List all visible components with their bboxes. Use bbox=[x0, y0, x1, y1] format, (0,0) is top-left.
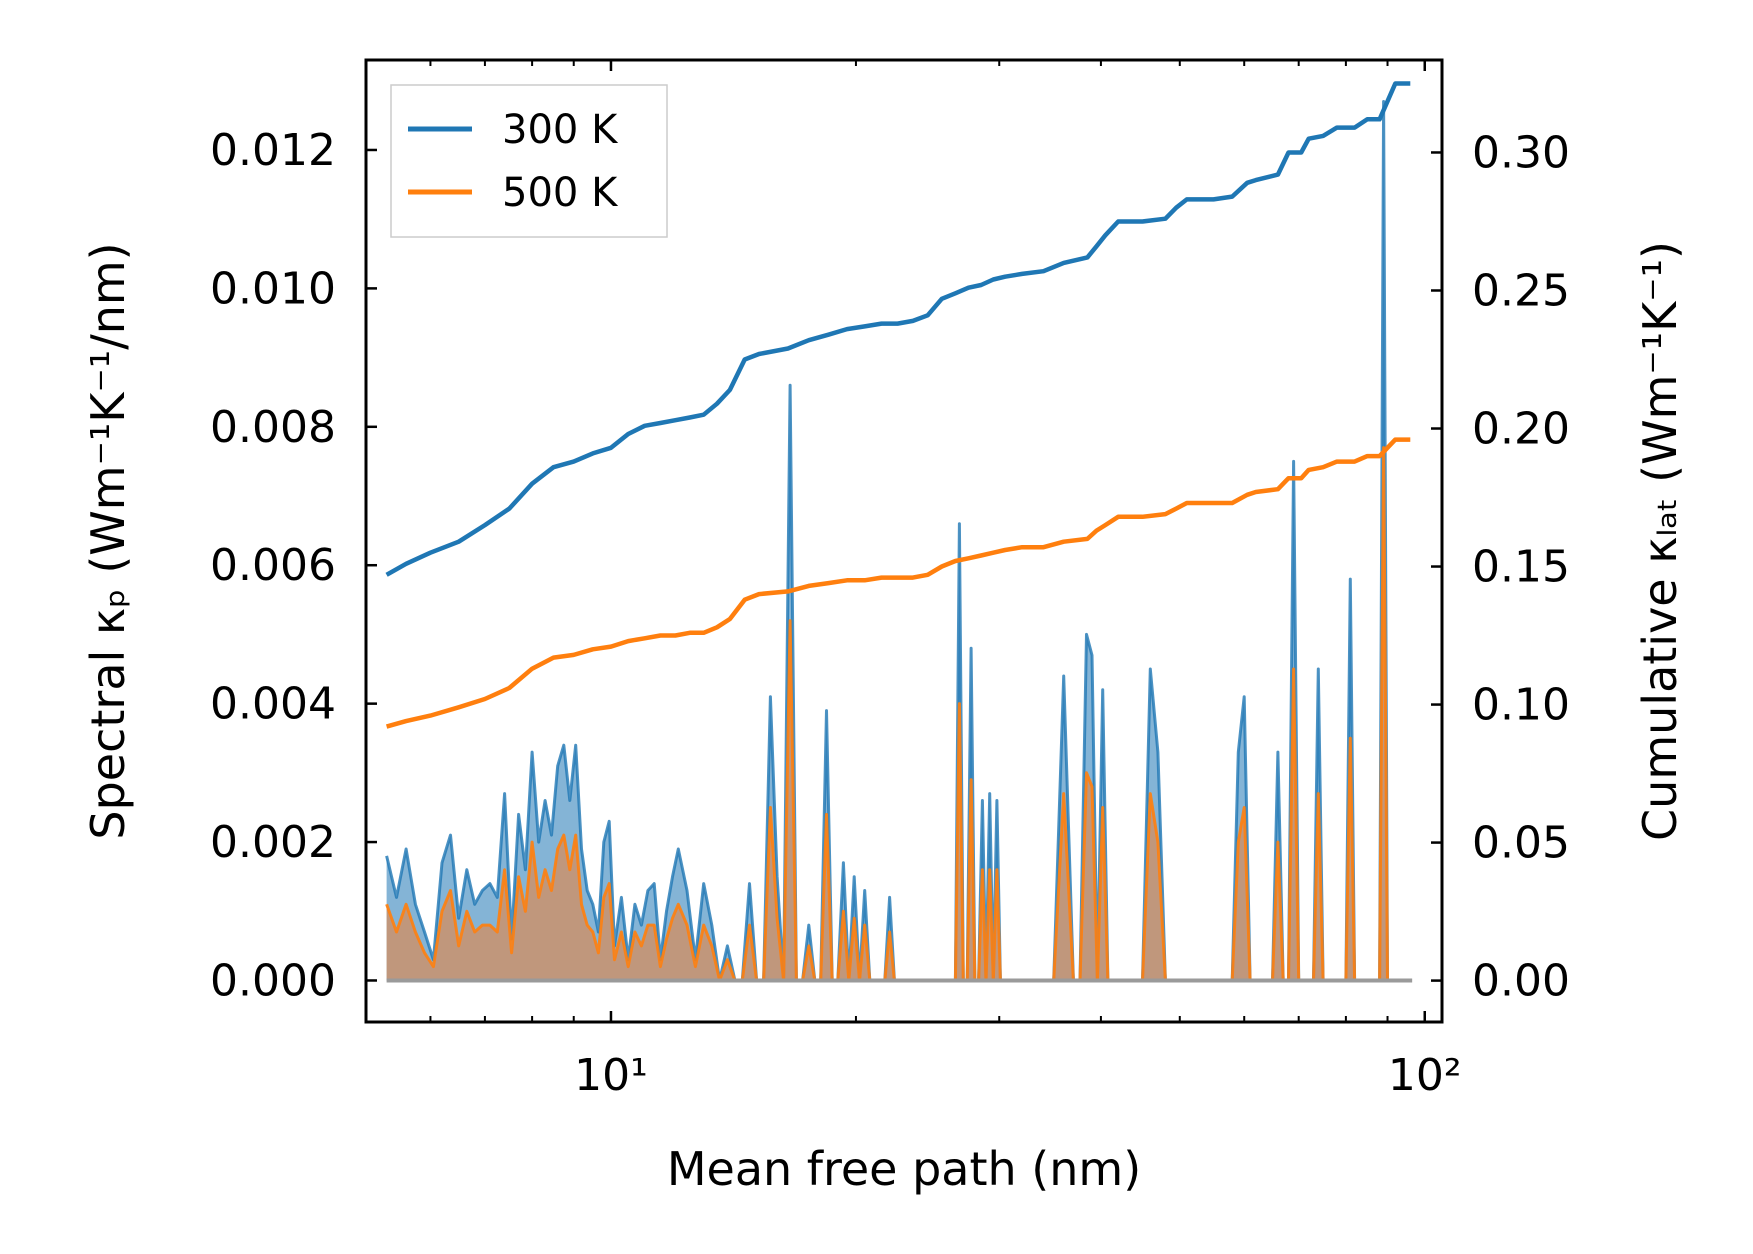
legend-label-300k: 300 K bbox=[502, 107, 619, 153]
y-left-tick-label: 0.002 bbox=[210, 817, 336, 868]
legend-box bbox=[390, 84, 668, 238]
y-left-tick-label: 0.010 bbox=[210, 263, 336, 314]
x-axis-title: Mean free path (nm) bbox=[667, 1142, 1141, 1196]
spectral-area-300k bbox=[386, 101, 1407, 981]
cumulative-layer bbox=[385, 81, 1411, 729]
y-right-tick-label: 0.15 bbox=[1472, 542, 1570, 593]
y-axis-left-title: Spectral κₚ (Wm⁻¹K⁻¹/nm) bbox=[81, 242, 135, 839]
plot-frame bbox=[364, 58, 1444, 1024]
y-right-tick-label: 0.10 bbox=[1472, 680, 1570, 731]
spectral-layer bbox=[385, 100, 1413, 983]
y-right-tick-label: 0.05 bbox=[1472, 818, 1570, 869]
ticks-layer: 0.000 0.002 0.004 0.006 0.008 0.010 0.012 0.00 0… bbox=[210, 60, 1570, 1101]
legend-label-500k: 500 K bbox=[502, 170, 619, 216]
y-left-tick-label: 0.008 bbox=[210, 402, 336, 453]
y-right-tick-label: 0.00 bbox=[1472, 956, 1570, 1007]
y-axis-right-title: Cumulative κₗₐₜ (Wm⁻¹K⁻¹) bbox=[1633, 241, 1687, 841]
legend: 300 K 500 K bbox=[390, 84, 668, 238]
y-right-tick-label: 0.30 bbox=[1472, 127, 1570, 178]
y-left-tick-label: 0.000 bbox=[210, 955, 336, 1006]
y-left-tick-label: 0.012 bbox=[210, 125, 336, 176]
y-left-tick-label: 0.006 bbox=[210, 540, 336, 591]
x-tick-label: 10¹ bbox=[574, 1050, 648, 1101]
cumulative-line-500k bbox=[385, 437, 1411, 729]
spectral-area-500k bbox=[386, 447, 1407, 981]
y-right-tick-label: 0.25 bbox=[1472, 265, 1570, 316]
cumulative-line-300k bbox=[385, 81, 1411, 577]
y-left-tick-label: 0.004 bbox=[210, 679, 336, 730]
y-right-tick-label: 0.20 bbox=[1472, 404, 1570, 455]
x-tick-label: 10² bbox=[1388, 1050, 1462, 1101]
